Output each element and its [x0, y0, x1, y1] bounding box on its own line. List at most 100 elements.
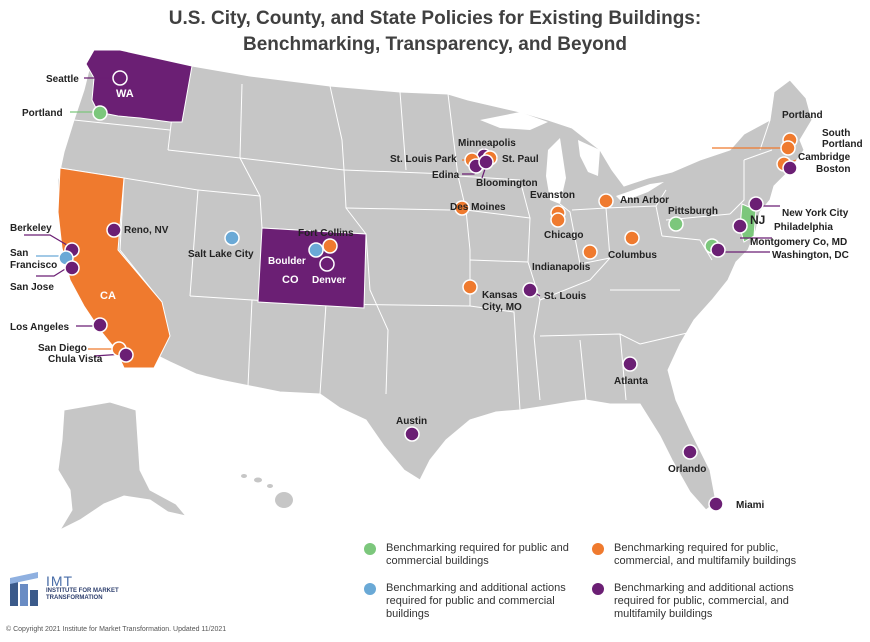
city-marker-salt-lake-city-9 [224, 230, 240, 246]
logo-name: IMT [46, 573, 74, 589]
highlighted-states [57, 49, 757, 369]
city-label-reno: Reno, NV [124, 225, 169, 236]
city-marker-austin-13 [404, 426, 420, 442]
state-label-ca: CA [100, 290, 116, 302]
city-marker-los-angeles-6 [92, 317, 108, 333]
imt-logo-text: IMT INSTITUTE FOR MARKET TRANSFORMATION [46, 574, 136, 602]
city-marker-chicago-23 [550, 212, 566, 228]
legend-text-purple: Benchmarking and additional actions requ… [614, 582, 794, 620]
city-marker-portland-1 [92, 105, 108, 121]
city-label-austin: Austin [396, 416, 427, 427]
legend-text-blue: Benchmarking and additional actions requ… [386, 582, 566, 620]
city-label-denver: Denver [312, 275, 346, 286]
title-line-2: Benchmarking, Transparency, and Beyond [243, 34, 627, 55]
city-marker-washington-dc-38 [710, 242, 726, 258]
city-marker-bloomington-18 [478, 154, 494, 170]
city-label-columbus: Columbus [608, 250, 657, 261]
city-label-berkeley: Berkeley [10, 223, 52, 234]
city-marker-boulder-11 [308, 242, 324, 258]
city-label-atlanta: Atlanta [614, 376, 648, 387]
city-label-portland-or: Portland [22, 108, 63, 119]
city-label-indianapolis: Indianapolis [532, 262, 591, 273]
city-label-los-angeles: Los Angeles [10, 322, 70, 333]
state-wa-shape [85, 49, 193, 123]
copyright-text: © Copyright 2021 Institute for Market Tr… [6, 626, 227, 633]
orange-dot-icon [592, 543, 604, 555]
legend-item-blue: Benchmarking and additional actions requ… [364, 582, 574, 621]
city-label-st-louis: St. Louis [544, 291, 587, 302]
purple-dot-icon [592, 583, 604, 595]
city-marker-seattle-0 [112, 70, 128, 86]
city-label-chula-vista: Chula Vista [48, 354, 103, 365]
city-marker-orlando-29 [682, 444, 698, 460]
city-label-ann-arbor: Ann Arbor [620, 195, 669, 206]
city-label-boulder: Boulder [268, 256, 306, 267]
city-label-philadelphia: Philadelphia [774, 222, 833, 233]
city-label-edina: Edina [432, 170, 460, 181]
city-label-salt-lake-city: Salt Lake City [188, 249, 254, 260]
city-marker-miami-30 [708, 496, 724, 512]
city-label-kansas-city-1: Kansas [482, 290, 518, 301]
city-markers [58, 70, 798, 512]
city-label-orlando: Orlando [668, 464, 706, 475]
city-labels: Seattle Portland Berkeley San Francisco … [10, 74, 863, 511]
title-line-1: U.S. City, County, and State Policies fo… [168, 8, 702, 29]
city-marker-new-york-city-35 [748, 196, 764, 212]
city-label-bloomington: Bloomington [476, 178, 538, 189]
city-marker-indianapolis-24 [582, 244, 598, 260]
city-label-washington-dc: Washington, DC [772, 250, 849, 261]
logo-bar-2 [20, 584, 28, 606]
city-label-fort-collins: Fort Collins [298, 228, 354, 239]
legend-item-orange: Benchmarking required for public, commer… [592, 542, 832, 568]
legend-item-purple: Benchmarking and additional actions requ… [592, 582, 832, 621]
imt-logo-mark [10, 572, 38, 606]
state-label-co: CO [282, 274, 299, 286]
contiguous-us-shape [57, 49, 813, 511]
city-label-san-diego: San Diego [38, 343, 87, 354]
city-marker-st-louis-21 [522, 282, 538, 298]
city-label-new-york-city: New York City [782, 208, 849, 219]
us-land [57, 49, 813, 532]
city-marker-ann-arbor-25 [598, 193, 614, 209]
hawaii-shape [241, 474, 293, 508]
state-label-nj: NJ [750, 213, 765, 227]
state-co-shape [257, 227, 367, 309]
city-marker-boston-34 [782, 160, 798, 176]
map-legend: Benchmarking required for public and com… [364, 540, 844, 630]
city-marker-south-portland-32 [780, 140, 796, 156]
city-label-south-portland-2: Portland [822, 139, 863, 150]
city-label-san-francisco-1: San [10, 248, 28, 259]
city-label-portland-me: Portland [782, 110, 823, 121]
city-marker-denver-12 [319, 256, 335, 272]
legend-text-green: Benchmarking required for public and com… [386, 542, 569, 567]
green-dot-icon [364, 543, 376, 555]
state-label-wa: WA [116, 88, 134, 100]
logo-bar-1 [10, 578, 18, 606]
city-label-cambridge: Cambridge [798, 152, 851, 163]
logo-bar-3 [30, 590, 38, 606]
logo-roof [10, 572, 38, 584]
city-marker-atlanta-28 [622, 356, 638, 372]
city-label-montgomery-co: Montgomery Co, MD [750, 237, 847, 248]
city-label-des-moines: Des Moines [450, 202, 506, 213]
city-label-south-portland-1: South [822, 128, 850, 139]
city-label-st-paul: St. Paul [502, 154, 539, 165]
city-marker-san-jose-4 [64, 260, 80, 276]
city-marker-reno-nv-5 [106, 222, 122, 238]
great-lakes [480, 112, 664, 204]
city-label-seattle: Seattle [46, 74, 79, 85]
legend-text-orange: Benchmarking required for public, commer… [614, 542, 797, 567]
city-label-kansas-city-2: City, MO [482, 302, 522, 313]
city-marker-philadelphia-36 [732, 218, 748, 234]
city-label-miami: Miami [736, 500, 765, 511]
city-marker-kansas-city-mo-20 [462, 279, 478, 295]
map-title: U.S. City, County, and State Policies fo… [0, 6, 870, 58]
city-marker-chula-vista-8 [118, 347, 134, 363]
city-label-san-francisco-2: Francisco [10, 260, 57, 271]
city-label-chicago: Chicago [544, 230, 583, 241]
city-label-boston: Boston [816, 164, 850, 175]
city-label-evanston: Evanston [530, 190, 575, 201]
logo-subtitle: INSTITUTE FOR MARKET TRANSFORMATION [46, 588, 119, 601]
city-marker-fort-collins-10 [322, 238, 338, 254]
